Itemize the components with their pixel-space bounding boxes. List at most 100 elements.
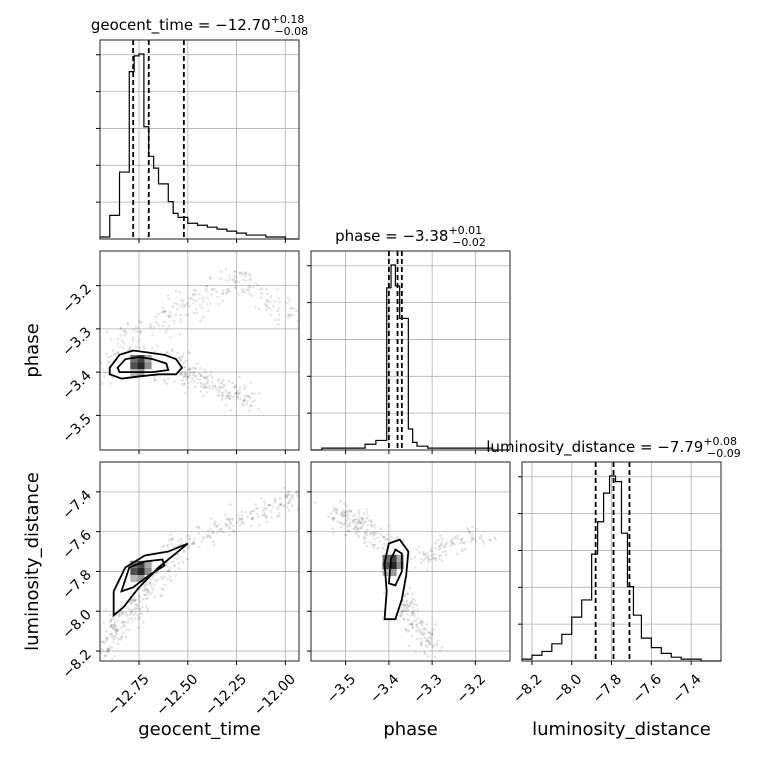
sample-point (143, 589, 147, 592)
sample-point (193, 374, 196, 378)
sample-point (371, 524, 374, 528)
sample-point (127, 617, 130, 621)
sample-point (143, 593, 147, 597)
sample-point (168, 310, 172, 314)
sample-point (278, 512, 281, 515)
sample-point (353, 524, 357, 528)
sample-point (332, 509, 336, 513)
sample-point (185, 303, 189, 306)
sample-point (411, 625, 415, 629)
sample-point (112, 353, 116, 356)
sample-point (175, 351, 179, 355)
sample-point (332, 516, 335, 519)
density-bin (130, 567, 138, 576)
sample-point (106, 637, 110, 640)
sample-point (426, 555, 430, 558)
sample-point (263, 512, 266, 515)
sample-cloud (100, 486, 299, 660)
sample-point (449, 539, 453, 542)
sample-point (287, 490, 290, 494)
sample-point (285, 496, 289, 499)
sample-point (114, 629, 118, 632)
sample-point (108, 361, 112, 365)
sample-point (143, 593, 147, 597)
sample-point (428, 640, 432, 643)
sample-point (221, 292, 225, 296)
sample-point (199, 374, 203, 378)
sample-point (253, 399, 257, 402)
sample-point (179, 305, 182, 308)
sample-point (348, 509, 351, 513)
sample-point (162, 309, 166, 313)
sample-point (456, 552, 459, 556)
sample-point (112, 641, 116, 644)
sample-point (425, 623, 429, 626)
x-tick-label: −12.50 (153, 671, 201, 719)
sample-point (228, 397, 232, 401)
contour-line (387, 548, 403, 587)
sample-point (116, 337, 120, 341)
sample-point (353, 527, 356, 530)
sample-point (411, 592, 414, 596)
sample-point (122, 329, 126, 332)
sample-point (221, 394, 224, 398)
title-minus-error: −0.08 (274, 25, 308, 38)
sample-point (183, 365, 187, 369)
sample-point (265, 515, 269, 519)
sample-point (128, 628, 131, 631)
sample-point (207, 529, 210, 533)
sample-point (273, 300, 276, 303)
sample-point (285, 492, 288, 496)
sample-point (217, 390, 220, 394)
sample-point (103, 654, 107, 658)
sample-point (343, 510, 346, 514)
sample-point (376, 547, 380, 550)
sample-point (244, 274, 247, 278)
sample-point (429, 632, 432, 636)
sample-point (170, 537, 174, 541)
sample-point (166, 561, 169, 565)
sample-point (157, 323, 161, 327)
sample-point (408, 604, 412, 608)
sample-point (356, 526, 359, 530)
density-bin (130, 560, 138, 568)
sample-point (494, 537, 497, 541)
sample-point (247, 272, 250, 276)
sample-point (155, 321, 158, 324)
sample-point (430, 558, 433, 561)
title-value: luminosity_distance = −7.79 (486, 438, 703, 457)
sample-point (149, 578, 153, 581)
x-tick-label: −7.4 (669, 671, 704, 706)
sample-point (115, 631, 118, 635)
sample-point (184, 359, 188, 363)
sample-point (202, 315, 205, 319)
sample-point (176, 552, 180, 556)
sample-point (132, 328, 136, 332)
sample-point (116, 342, 120, 345)
sample-point (418, 627, 421, 631)
sample-point (403, 604, 407, 607)
sample-point (164, 309, 167, 313)
sample-point (269, 295, 273, 298)
sample-point (234, 279, 238, 283)
sample-point (109, 354, 113, 358)
sample-point (135, 602, 138, 606)
sample-point (185, 378, 188, 381)
sample-point (470, 535, 474, 539)
sample-point (197, 526, 201, 530)
panel-title-luminosity_distance: luminosity_distance = −7.79+0.08 −0.09 (486, 435, 740, 460)
sample-point (268, 300, 272, 304)
sample-point (369, 519, 373, 523)
sample-point (368, 519, 371, 523)
sample-point (226, 394, 230, 398)
sample-point (402, 618, 406, 621)
sample-point (466, 527, 469, 530)
sample-point (269, 313, 273, 317)
sample-point (236, 521, 239, 525)
density-bin (137, 354, 145, 363)
sample-point (368, 533, 372, 536)
sample-point (238, 272, 242, 275)
sample-point (286, 493, 290, 497)
sample-point (355, 533, 359, 536)
sample-point (291, 313, 295, 317)
